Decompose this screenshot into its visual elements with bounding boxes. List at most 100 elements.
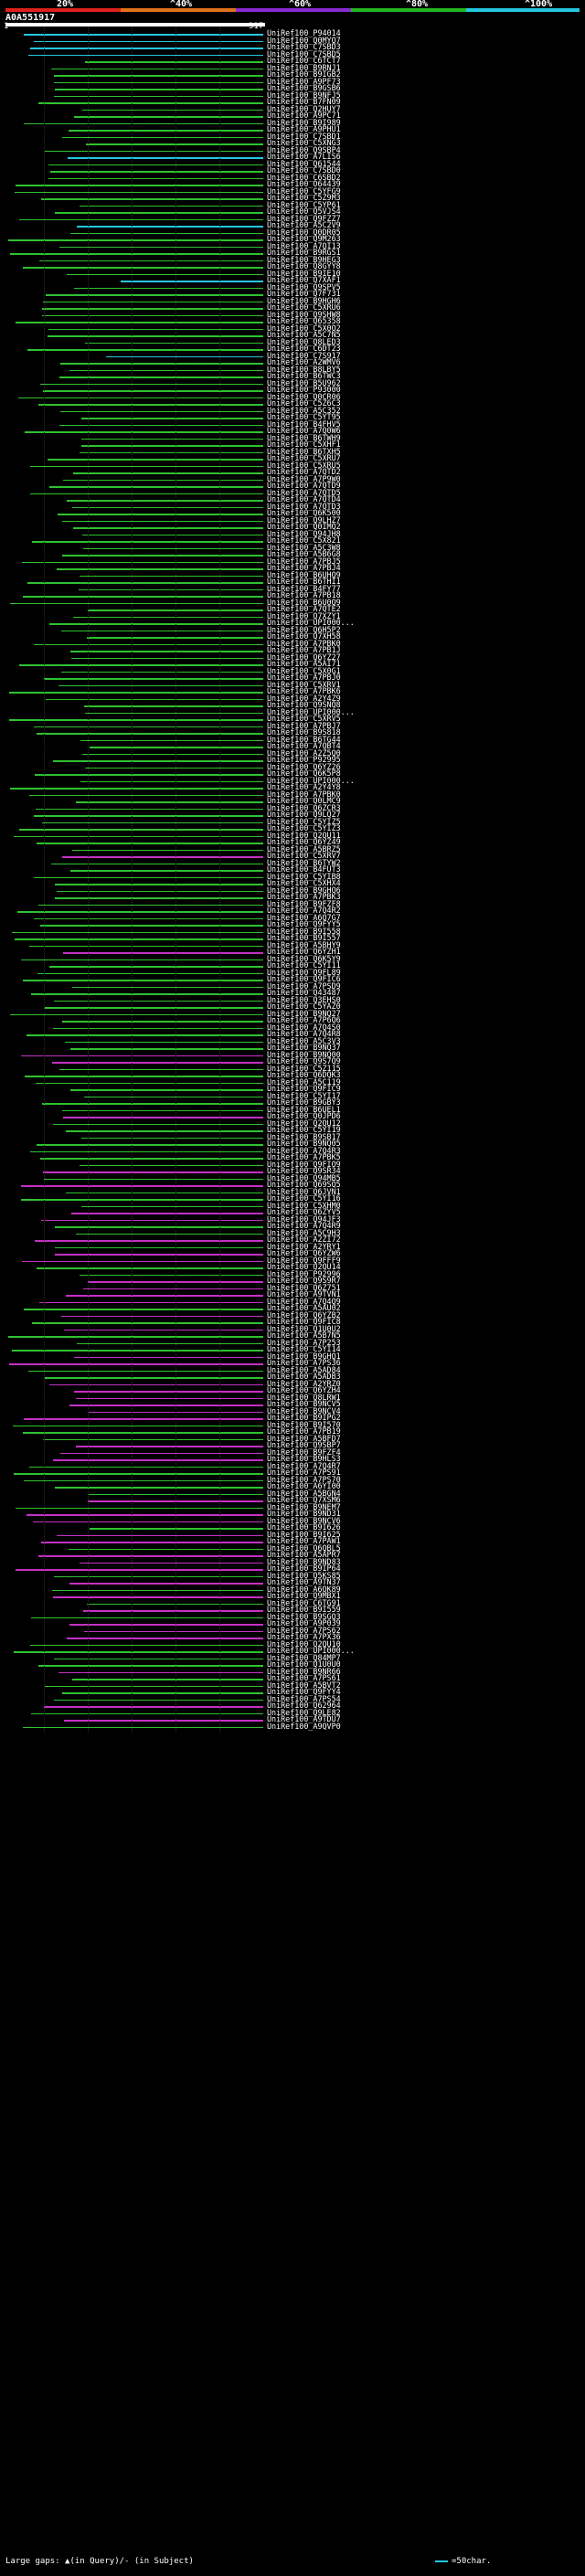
alignment-bar[interactable] bbox=[81, 438, 263, 440]
hit-label[interactable]: UniRef100_A5AD84 bbox=[267, 1364, 341, 1374]
alignment-bar[interactable] bbox=[29, 794, 263, 797]
alignment-bar[interactable] bbox=[68, 157, 263, 159]
hit-row[interactable]: UniRef100_Q6DQK3 bbox=[0, 1070, 585, 1079]
hit-row[interactable]: UniRef100_UPI000... bbox=[0, 618, 585, 627]
hit-label[interactable]: UniRef100_A5B7N5 bbox=[267, 1330, 341, 1340]
alignment-bar[interactable] bbox=[52, 1459, 263, 1461]
alignment-bar[interactable] bbox=[62, 1692, 263, 1694]
hit-label[interactable]: UniRef100_A6QK89 bbox=[267, 1584, 341, 1594]
hit-row[interactable]: UniRef100_B9HLS3 bbox=[0, 1455, 585, 1463]
alignment-bar[interactable] bbox=[79, 588, 263, 591]
hit-label[interactable]: UniRef100_B9S818 bbox=[267, 727, 341, 737]
alignment-bar[interactable] bbox=[9, 719, 263, 721]
hit-label[interactable]: UniRef100_B9GSB6 bbox=[267, 83, 341, 92]
alignment-bar[interactable] bbox=[80, 451, 263, 454]
hit-label[interactable]: UniRef100_Q9FIC8 bbox=[267, 1317, 341, 1326]
hit-label[interactable]: UniRef100_A7PS62 bbox=[267, 1625, 341, 1635]
hit-row[interactable]: UniRef100_UPI000... bbox=[0, 707, 585, 716]
hit-row[interactable]: UniRef100_C6TCT7 bbox=[0, 57, 585, 65]
hit-row[interactable]: UniRef100_C5YP61 bbox=[0, 199, 585, 209]
hit-label[interactable]: UniRef100_Q6YZW6 bbox=[267, 1248, 341, 1257]
alignment-bar[interactable] bbox=[39, 383, 263, 386]
alignment-bar[interactable] bbox=[22, 596, 263, 598]
hit-label[interactable]: UniRef100_B9I625 bbox=[267, 1529, 341, 1539]
hit-label[interactable]: UniRef100_UPI000... bbox=[267, 618, 355, 627]
alignment-bar[interactable] bbox=[74, 1356, 263, 1359]
hit-row[interactable]: UniRef100_A6QK89 bbox=[0, 1584, 585, 1594]
hit-row[interactable]: UniRef100_C5Z6C3 bbox=[0, 398, 585, 408]
alignment-bar[interactable] bbox=[45, 150, 263, 153]
hit-row[interactable]: UniRef100_Q9LHZ7 bbox=[0, 515, 585, 525]
hit-row[interactable]: UniRef100_B9NR66 bbox=[0, 1667, 585, 1676]
alignment-bar[interactable] bbox=[32, 541, 263, 543]
hit-label[interactable]: UniRef100_Q9LE82 bbox=[267, 1707, 341, 1717]
hit-row[interactable]: UniRef100_A7QTD4 bbox=[0, 495, 585, 504]
hit-label[interactable]: UniRef100_C5YP61 bbox=[267, 199, 341, 209]
alignment-bar[interactable] bbox=[66, 1295, 263, 1297]
hit-row[interactable]: UniRef100_A2Z5Q0 bbox=[0, 748, 585, 758]
hit-label[interactable]: UniRef100_A5ADB3 bbox=[267, 1372, 341, 1381]
hit-row[interactable]: UniRef100_C6SBD2 bbox=[0, 173, 585, 182]
hit-label[interactable]: UniRef100_Q6ZCR3 bbox=[267, 802, 341, 812]
alignment-bar[interactable] bbox=[72, 1679, 263, 1680]
alignment-bar[interactable] bbox=[14, 835, 263, 838]
hit-label[interactable]: UniRef100_A7PBK0 bbox=[267, 789, 341, 799]
alignment-bar[interactable] bbox=[58, 1671, 263, 1674]
alignment-bar[interactable] bbox=[84, 1630, 263, 1633]
alignment-bar[interactable] bbox=[52, 1596, 263, 1598]
alignment-bar[interactable] bbox=[22, 1432, 263, 1434]
hit-row[interactable]: UniRef100_B9NQ27 bbox=[0, 1009, 585, 1018]
hit-row[interactable]: UniRef100_Q1U0U2 bbox=[0, 1324, 585, 1333]
alignment-bar[interactable] bbox=[30, 465, 263, 468]
alignment-bar[interactable] bbox=[88, 610, 263, 611]
alignment-bar[interactable] bbox=[59, 424, 263, 427]
hit-label[interactable]: UniRef100_Q9FYY5 bbox=[267, 919, 341, 928]
hit-label[interactable]: UniRef100_Q65358 bbox=[267, 316, 341, 325]
alignment-bar[interactable] bbox=[35, 808, 263, 811]
alignment-bar[interactable] bbox=[62, 520, 263, 523]
hit-label[interactable]: UniRef100_A5C119 bbox=[267, 1076, 341, 1087]
alignment-bar[interactable] bbox=[83, 547, 263, 550]
hit-row[interactable]: UniRef100_A5BVT2 bbox=[0, 1680, 585, 1690]
alignment-bar[interactable] bbox=[21, 1185, 263, 1187]
alignment-bar[interactable] bbox=[12, 1350, 263, 1352]
hit-label[interactable]: UniRef100_B9I559 bbox=[267, 1605, 341, 1614]
hit-label[interactable]: UniRef100_C5Z6C3 bbox=[267, 398, 341, 408]
alignment-bar[interactable] bbox=[61, 856, 263, 858]
alignment-bar[interactable] bbox=[76, 1446, 263, 1447]
hit-row[interactable]: UniRef100_A7PBJ5 bbox=[0, 557, 585, 566]
hit-row[interactable]: UniRef100_A7Q4R7 bbox=[0, 1461, 585, 1470]
alignment-bar[interactable] bbox=[35, 774, 263, 776]
hit-label[interactable]: UniRef100_Q6QBL5 bbox=[267, 1542, 341, 1553]
hit-label[interactable]: UniRef100_Q2HUY7 bbox=[267, 103, 341, 113]
hit-row[interactable]: UniRef100_Q0DR05 bbox=[0, 228, 585, 237]
hit-label[interactable]: UniRef100_Q9FZZ7 bbox=[267, 213, 341, 223]
hit-label[interactable]: UniRef100_C5YI16 bbox=[267, 1193, 341, 1203]
hit-row[interactable]: UniRef100_Q3EHS0 bbox=[0, 995, 585, 1004]
alignment-bar[interactable] bbox=[69, 1624, 263, 1626]
hit-row[interactable]: UniRef100_A7P6Q6 bbox=[0, 1016, 585, 1024]
hit-label[interactable]: UniRef100_Q6DQK3 bbox=[267, 1070, 341, 1079]
hit-row[interactable]: UniRef100_C6DT23 bbox=[0, 345, 585, 353]
hit-label[interactable]: UniRef100_A7PS61 bbox=[267, 1673, 341, 1682]
hit-label[interactable]: UniRef100_B7FN09 bbox=[267, 97, 341, 106]
hit-label[interactable]: UniRef100_A7P9W0 bbox=[267, 473, 341, 483]
hit-row[interactable]: UniRef100_C5YI19 bbox=[0, 1126, 585, 1134]
alignment-bar[interactable] bbox=[17, 911, 263, 913]
hit-row[interactable]: UniRef100_B9RGS1 bbox=[0, 249, 585, 257]
hit-label[interactable]: UniRef100_Q0MYQ7 bbox=[267, 35, 341, 45]
hit-row[interactable]: UniRef100_B9I558 bbox=[0, 927, 585, 936]
hit-label[interactable]: UniRef100_Q6YZ27 bbox=[267, 652, 341, 662]
hit-label[interactable]: UniRef100_B9NEM7 bbox=[267, 1501, 341, 1511]
alignment-bar[interactable] bbox=[83, 1096, 263, 1098]
hit-row[interactable]: UniRef100_B9IPG2 bbox=[0, 1414, 585, 1422]
alignment-bar[interactable] bbox=[69, 369, 263, 372]
alignment-bar[interactable] bbox=[82, 753, 263, 756]
hit-row[interactable]: UniRef100_B9FZF4 bbox=[0, 1447, 585, 1457]
alignment-bar[interactable] bbox=[23, 122, 263, 125]
hit-label[interactable]: UniRef100_Q9SNQ8 bbox=[267, 700, 341, 709]
hit-label[interactable]: UniRef100_B9GBY3 bbox=[267, 1097, 341, 1107]
alignment-bar[interactable] bbox=[23, 1479, 263, 1482]
hit-label[interactable]: UniRef100_B9GHQ6 bbox=[267, 885, 341, 895]
hit-label[interactable]: UniRef100_A2Y4Z9 bbox=[267, 693, 341, 703]
